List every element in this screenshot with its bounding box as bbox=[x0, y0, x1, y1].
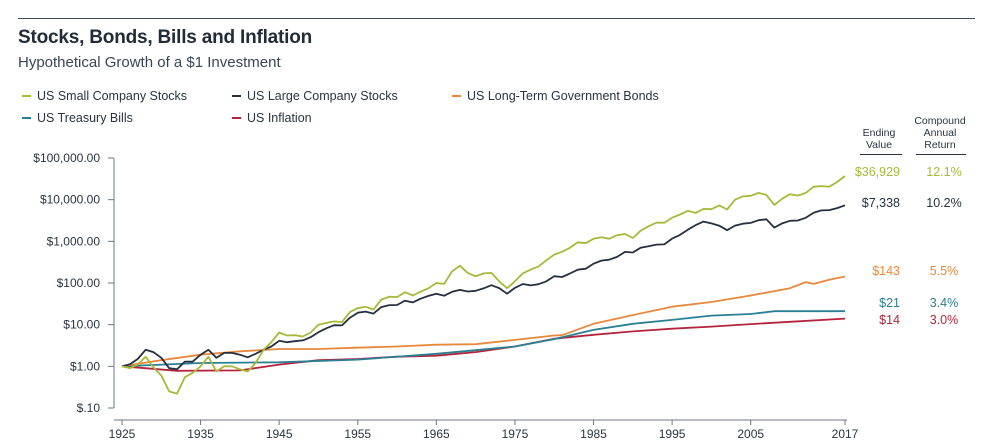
cagr-label: 12.1% bbox=[926, 165, 961, 179]
legend-item-large-company-stocks: US Large Company Stocks bbox=[232, 89, 452, 103]
x-tick-label: 2017 bbox=[832, 427, 859, 441]
cagr-label: 5.5% bbox=[930, 264, 959, 278]
series-line-us-large-company-stocks bbox=[121, 204, 846, 371]
series-line-us-treasury-bills bbox=[121, 310, 845, 368]
x-tick-label: 1945 bbox=[266, 427, 293, 441]
ending-value-header: Ending Value bbox=[858, 127, 900, 151]
legend-label: US Large Company Stocks bbox=[247, 89, 398, 103]
top-rule bbox=[18, 18, 975, 19]
header-line: Annual bbox=[923, 127, 957, 139]
series-line-us-small-company-stocks bbox=[121, 175, 846, 395]
header-line: Return bbox=[924, 139, 956, 151]
legend-swatch bbox=[232, 117, 241, 119]
chart-subtitle: Hypothetical Growth of a $1 Investment bbox=[18, 54, 281, 71]
ending-value-label: $36,929 bbox=[855, 165, 900, 179]
series-line-us-long-term-government-bonds bbox=[121, 275, 846, 368]
ending-value-label: $7,338 bbox=[862, 196, 900, 210]
x-tick-label: 1995 bbox=[659, 427, 686, 441]
legend-item-small-company-stocks: US Small Company Stocks bbox=[22, 89, 232, 103]
legend-item-inflation: US Inflation bbox=[232, 111, 312, 125]
cagr-header: Compound Annual Return bbox=[910, 115, 970, 151]
header-line: Ending bbox=[862, 127, 896, 139]
legend-item-government-bonds: US Long-Term Government Bonds bbox=[452, 89, 659, 103]
cagr-label: 3.0% bbox=[930, 313, 959, 327]
y-tick-label: $10.00 bbox=[63, 318, 100, 332]
x-tick-label: 2005 bbox=[737, 427, 764, 441]
header-underline bbox=[860, 154, 902, 155]
legend-swatch bbox=[22, 117, 31, 119]
y-tick-label: $1.00 bbox=[70, 359, 100, 373]
legend-label: US Inflation bbox=[247, 111, 312, 125]
legend-label: US Treasury Bills bbox=[37, 111, 133, 125]
x-tick-label: 1965 bbox=[423, 427, 450, 441]
y-tick-label: $100,000.00 bbox=[33, 151, 100, 165]
ending-value-label: $143 bbox=[872, 264, 900, 278]
cagr-label: 3.4% bbox=[930, 296, 959, 310]
y-tick-label: $.10 bbox=[77, 401, 101, 415]
legend-item-treasury-bills: US Treasury Bills bbox=[22, 111, 232, 125]
ending-value-label: $21 bbox=[879, 296, 900, 310]
ending-value-label: $14 bbox=[879, 313, 900, 327]
legend: US Small Company Stocks US Large Company… bbox=[22, 85, 659, 129]
x-tick-label: 1925 bbox=[109, 427, 136, 441]
series-line-us-inflation bbox=[121, 317, 846, 372]
header-line: Value bbox=[865, 139, 893, 151]
legend-swatch bbox=[22, 95, 31, 97]
legend-label: US Long-Term Government Bonds bbox=[467, 89, 659, 103]
legend-swatch bbox=[452, 95, 461, 97]
x-tick-label: 1985 bbox=[580, 427, 607, 441]
x-tick-label: 1935 bbox=[187, 427, 214, 441]
header-underline bbox=[916, 154, 966, 155]
x-tick-label: 1975 bbox=[502, 427, 529, 441]
header-line: Compound bbox=[914, 115, 966, 127]
y-tick-label: $10,000.00 bbox=[40, 193, 100, 207]
chart-title: Stocks, Bonds, Bills and Inflation bbox=[18, 27, 313, 48]
y-tick-label: $1,000.00 bbox=[47, 234, 101, 248]
legend-label: US Small Company Stocks bbox=[37, 89, 188, 103]
y-tick-label: $100.00 bbox=[57, 276, 101, 290]
cagr-label: 10.2% bbox=[926, 196, 961, 210]
x-tick-label: 1955 bbox=[344, 427, 371, 441]
legend-swatch bbox=[232, 95, 241, 97]
